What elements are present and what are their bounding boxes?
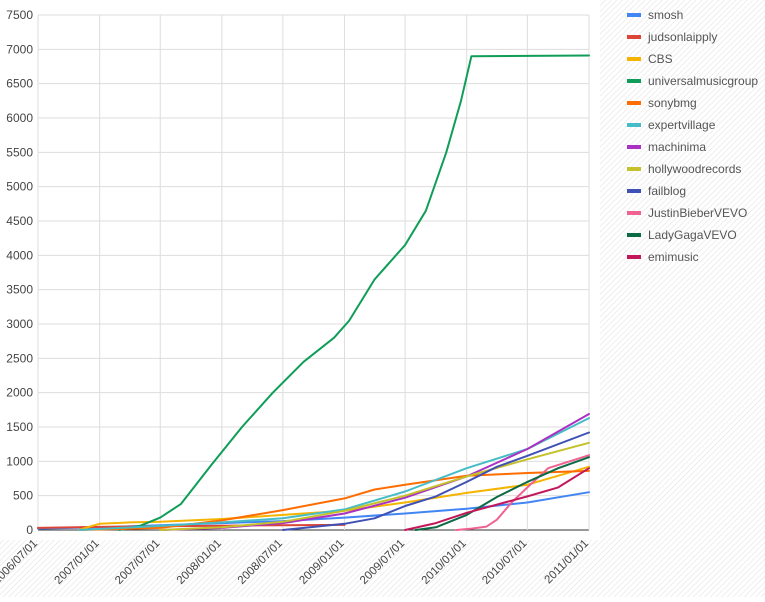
legend-label: machinima bbox=[648, 140, 706, 154]
series-line-expertvillage bbox=[78, 417, 590, 531]
legend-label: smosh bbox=[648, 8, 683, 22]
legend-label: CBS bbox=[648, 52, 673, 66]
legend-swatch bbox=[627, 211, 641, 215]
legend-item[interactable]: hollywoodrecords bbox=[627, 162, 741, 176]
legend-label: failblog bbox=[648, 184, 686, 198]
legend-label: emimusic bbox=[648, 250, 699, 264]
y-tick-label: 3000 bbox=[6, 317, 33, 331]
legend-label: hollywoodrecords bbox=[648, 162, 741, 176]
legend-item[interactable]: machinima bbox=[627, 140, 706, 154]
legend-background bbox=[600, 0, 765, 597]
legend-swatch bbox=[627, 189, 641, 193]
y-axis-ticks: 7500700065006000550050004500400035003000… bbox=[6, 8, 33, 537]
series-line-JustinBieberVEVO bbox=[455, 454, 590, 531]
grid bbox=[37, 14, 590, 531]
y-tick-label: 7500 bbox=[6, 8, 33, 22]
y-tick-label: 2500 bbox=[6, 351, 33, 365]
legend-item[interactable]: failblog bbox=[627, 184, 686, 198]
legend-item[interactable]: LadyGagaVEVO bbox=[627, 228, 737, 242]
series-line-LadyGagaVEVO bbox=[414, 456, 590, 531]
y-tick-label: 5000 bbox=[6, 180, 33, 194]
series-lines bbox=[37, 54, 590, 531]
y-tick-label: 1000 bbox=[6, 454, 33, 468]
series-line-universalmusicgroup bbox=[118, 54, 590, 531]
legend-label: LadyGagaVEVO bbox=[648, 228, 737, 242]
y-tick-label: 5500 bbox=[6, 145, 33, 159]
legend-swatch bbox=[627, 13, 641, 17]
y-tick-label: 7000 bbox=[6, 42, 33, 56]
series-line-failblog bbox=[281, 431, 590, 531]
y-tick-label: 500 bbox=[13, 489, 33, 503]
legend-swatch bbox=[627, 79, 641, 83]
legend-label: JustinBieberVEVO bbox=[648, 206, 747, 220]
y-tick-label: 6000 bbox=[6, 111, 33, 125]
legend-swatch bbox=[627, 35, 641, 39]
legend-swatch bbox=[627, 167, 641, 171]
y-tick-label: 4500 bbox=[6, 214, 33, 228]
legend-label: universalmusicgroup bbox=[648, 74, 758, 88]
legend-item[interactable]: universalmusicgroup bbox=[627, 74, 758, 88]
legend-label: expertvillage bbox=[648, 118, 716, 132]
legend-item[interactable]: judsonlaipply bbox=[627, 30, 717, 44]
y-tick-label: 4000 bbox=[6, 248, 33, 262]
legend-swatch bbox=[627, 123, 641, 127]
legend-item[interactable]: smosh bbox=[627, 8, 683, 22]
legend-item[interactable]: JustinBieberVEVO bbox=[627, 206, 747, 220]
legend-label: judsonlaipply bbox=[647, 30, 717, 44]
legend-swatch bbox=[627, 233, 641, 237]
y-tick-label: 2000 bbox=[6, 386, 33, 400]
legend-swatch bbox=[627, 255, 641, 259]
legend-item[interactable]: expertvillage bbox=[627, 118, 716, 132]
legend-item[interactable]: CBS bbox=[627, 52, 673, 66]
legend: smosh judsonlaipply CBS universalmusicgroup… bbox=[627, 8, 758, 264]
series-line-CBS bbox=[78, 465, 590, 531]
legend-item[interactable]: emimusic bbox=[627, 250, 699, 264]
legend-swatch bbox=[627, 145, 641, 149]
y-tick-label: 3500 bbox=[6, 283, 33, 297]
legend-item[interactable]: sonybmg bbox=[627, 96, 697, 110]
series-line-emimusic bbox=[404, 467, 590, 531]
legend-swatch bbox=[627, 57, 641, 61]
series-line-hollywoodrecords bbox=[159, 441, 590, 531]
y-tick-label: 1500 bbox=[6, 420, 33, 434]
legend-label: sonybmg bbox=[648, 96, 697, 110]
y-tick-label: 0 bbox=[26, 523, 33, 537]
y-tick-label: 6500 bbox=[6, 77, 33, 91]
x-axis-background bbox=[0, 540, 600, 597]
legend-swatch bbox=[627, 101, 641, 105]
